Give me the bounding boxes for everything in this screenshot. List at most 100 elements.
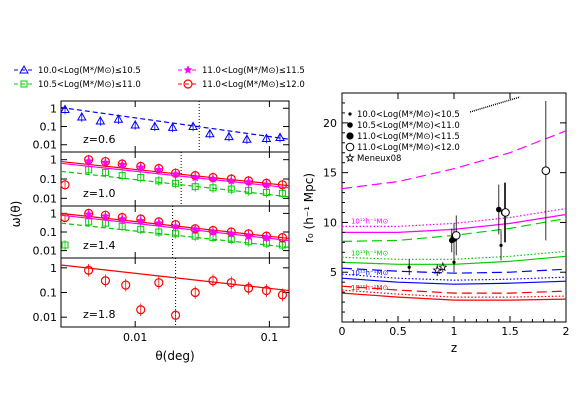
model-curve-9 bbox=[342, 285, 566, 294]
fit-line-triangle bbox=[60, 106, 290, 140]
y-tick-label: 0.01 bbox=[33, 192, 58, 205]
mass-label: 10¹¹h⁻¹M⊙ bbox=[351, 269, 388, 277]
data-point-square bbox=[278, 189, 286, 197]
fit-line-square bbox=[60, 222, 290, 248]
data-point-square bbox=[227, 185, 235, 193]
data-point-square bbox=[155, 228, 163, 236]
redshift-label: z=1.0 bbox=[83, 187, 115, 200]
right-legend: 10.0<Log(M*/M⊙)<10.510.5<Log(M*/M⊙)<11.0… bbox=[345, 96, 521, 164]
y-tick-label: 0.01 bbox=[33, 245, 58, 258]
data-point-star bbox=[243, 177, 254, 186]
x-tick-label: 2 bbox=[563, 325, 570, 338]
y-tick-label: 1 bbox=[50, 154, 57, 167]
data-point-star bbox=[117, 159, 127, 169]
y-tick-label: 10 bbox=[323, 216, 337, 229]
data-point-circle bbox=[154, 278, 164, 288]
data-point-star-open bbox=[432, 265, 442, 275]
x-tick-label: 1 bbox=[451, 325, 458, 338]
legend-label-3: 11.0<Log(M*/M⊙)<12.0 bbox=[357, 143, 460, 153]
data-point-star bbox=[170, 169, 181, 179]
legend-marker-dot-large bbox=[346, 132, 354, 140]
data-point-square bbox=[191, 183, 199, 191]
data-point-star bbox=[226, 176, 236, 185]
data-point-star bbox=[261, 179, 272, 189]
y-tick-label: 0.1 bbox=[40, 173, 58, 186]
right-plot-area bbox=[342, 100, 566, 301]
legend-marker-0 bbox=[19, 64, 29, 74]
data-point-circle bbox=[136, 305, 146, 315]
data-point-star bbox=[100, 157, 111, 167]
data-point-dot-medium bbox=[496, 206, 502, 213]
y-tick-label: 0.1 bbox=[40, 121, 58, 134]
data-point-circle bbox=[190, 287, 200, 298]
data-point-circle bbox=[60, 180, 70, 190]
left-legend: 10.0<Log(M*/M⊙)≤10.5 11.0<Log(M*/M⊙)≤11.5… bbox=[14, 64, 305, 90]
data-point-triangle bbox=[95, 116, 106, 125]
data-point-square bbox=[137, 173, 145, 181]
model-curve-8 bbox=[342, 277, 566, 285]
data-point-square bbox=[245, 187, 253, 195]
data-point-star bbox=[190, 224, 200, 234]
data-point-triangle bbox=[167, 122, 178, 131]
data-point-circle bbox=[277, 232, 287, 243]
subpanel-3: 1 0.1 0.01 z=1.4 bbox=[33, 205, 290, 259]
data-point-triangle bbox=[149, 121, 160, 130]
data-point-triangle bbox=[224, 131, 234, 141]
data-point-triangle bbox=[204, 128, 215, 138]
legend-marker-3 bbox=[183, 79, 193, 89]
left-panel: 10.0<Log(M*/M⊙)≤10.5 11.0<Log(M*/M⊙)≤11.5… bbox=[9, 64, 305, 363]
data-point-square bbox=[155, 177, 163, 185]
model-curve-10 bbox=[342, 289, 566, 298]
y-axis-label: r₀ (h⁻¹ Mpc) bbox=[302, 173, 316, 243]
data-point-star bbox=[100, 211, 111, 221]
data-point-star bbox=[170, 221, 181, 231]
data-point-circle bbox=[100, 276, 111, 286]
legend-marker-circle-open bbox=[345, 142, 355, 152]
y-tick-label: 0.01 bbox=[33, 311, 58, 324]
legend-marker-1 bbox=[183, 65, 193, 74]
model-curve-7 bbox=[342, 273, 566, 281]
data-point-triangle bbox=[60, 104, 70, 114]
data-point-dot-small bbox=[407, 265, 411, 269]
legend-label-2: 11.0<Log(M*/M⊙)<11.5 bbox=[357, 132, 460, 142]
subpanel-2: 1 0.1 0.01 z=1.0 bbox=[33, 151, 290, 207]
data-point-circle bbox=[170, 310, 181, 320]
data-point-circle bbox=[261, 285, 272, 296]
y-tick-label: 1 bbox=[50, 207, 57, 220]
data-point-star bbox=[154, 218, 164, 228]
data-point-dot-small bbox=[499, 243, 503, 247]
legend-label-0: 10.0<Log(M*/M⊙)<10.5 bbox=[357, 110, 460, 120]
legend-marker-dot-medium bbox=[347, 122, 353, 128]
data-point-circle-open bbox=[541, 166, 551, 175]
legend-dotted-line bbox=[469, 96, 521, 113]
data-point-circle bbox=[208, 276, 218, 286]
data-point-circle bbox=[121, 280, 131, 290]
x-tick-label: 0.5 bbox=[389, 325, 407, 338]
data-point-triangle bbox=[275, 132, 285, 141]
data-point-star bbox=[154, 164, 164, 174]
subpanel-1: 1 0.1 0.01 z=0.6 bbox=[33, 100, 290, 153]
data-point-circle-open bbox=[451, 231, 461, 240]
redshift-label: z=1.8 bbox=[83, 308, 115, 321]
mass-label: 10¹²h⁻¹M⊙ bbox=[351, 217, 388, 225]
x-axis-label: z bbox=[451, 341, 457, 355]
model-curve-1 bbox=[342, 207, 566, 227]
data-point-star bbox=[136, 215, 146, 225]
data-point-triangle bbox=[242, 134, 252, 143]
data-point-triangle bbox=[76, 112, 87, 121]
x-tick-label: 0 bbox=[339, 325, 346, 338]
data-point-star bbox=[226, 228, 236, 238]
subpanel-4: 1 0.1 0.01 z=1.8 bbox=[33, 257, 290, 328]
data-point-star bbox=[84, 209, 94, 219]
y-tick-label: 15 bbox=[323, 167, 337, 180]
y-tick-label: 0.01 bbox=[33, 139, 58, 152]
data-point-square bbox=[118, 172, 126, 180]
data-point-star bbox=[117, 214, 127, 223]
legend-label-4: Meneux08 bbox=[357, 154, 401, 164]
x-tick-label: 1.5 bbox=[501, 325, 519, 338]
data-point-circle bbox=[244, 283, 254, 293]
data-point-square bbox=[101, 168, 109, 176]
fit-line-square bbox=[60, 170, 290, 198]
x-axis-label: θ(deg) bbox=[155, 349, 194, 363]
